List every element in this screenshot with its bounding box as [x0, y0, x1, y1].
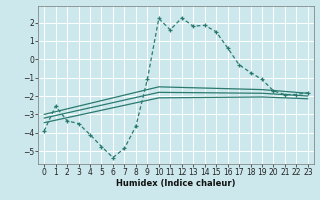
X-axis label: Humidex (Indice chaleur): Humidex (Indice chaleur) [116, 179, 236, 188]
